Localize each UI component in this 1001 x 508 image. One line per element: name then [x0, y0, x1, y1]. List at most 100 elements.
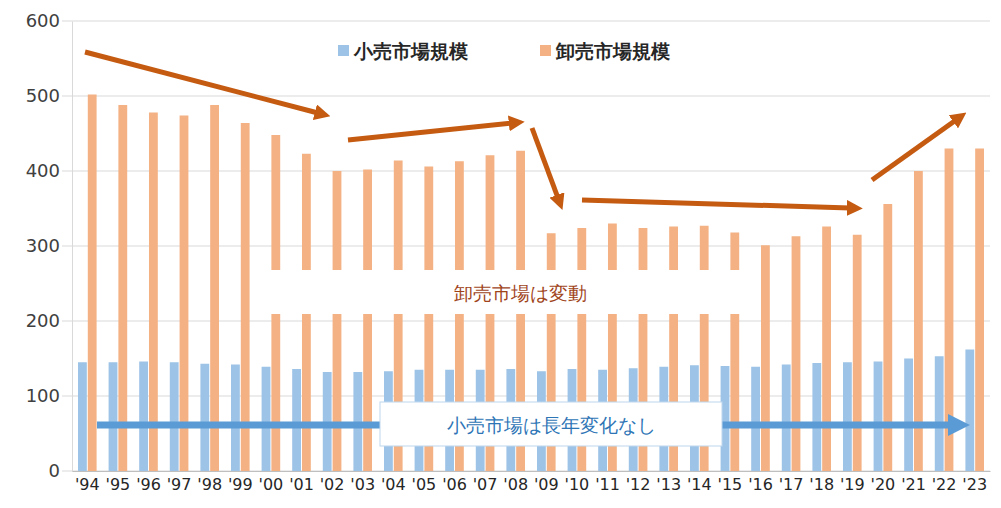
x-tick: '07 — [473, 475, 498, 494]
x-tick-label: '00 — [259, 475, 284, 494]
x-tick-label: '06 — [442, 475, 467, 494]
annotations: 卸売市場は変動小売市場は長年変化なし — [270, 270, 740, 446]
x-tick: '05 — [412, 475, 437, 494]
x-tick: '22 — [932, 475, 957, 494]
x-tick: '21 — [901, 475, 926, 494]
x-tick: '10 — [565, 475, 590, 494]
bar — [853, 235, 862, 471]
legend-label: 小売市場規模 — [353, 40, 468, 62]
x-tick: '19 — [840, 475, 865, 494]
y-tick-label: 400 — [26, 160, 60, 181]
annotation-box — [270, 270, 740, 314]
grid-line — [62, 321, 990, 322]
x-tick: '12 — [626, 475, 651, 494]
x-tick: '96 — [136, 475, 161, 494]
bar — [822, 227, 831, 472]
bar — [730, 233, 739, 472]
x-tick: '97 — [167, 475, 192, 494]
bar — [904, 359, 913, 472]
chart: 0 100 200 300 400 500 600 '94 '95 '96 '97 '98 '99 '00… — [0, 0, 1001, 508]
bar — [139, 362, 148, 472]
x-axis: '94 '95 '96 '97 '98 '99 '00 '01 '02 '03 '04 '05 '06 '… — [73, 472, 991, 495]
x-tick-label: '02 — [320, 475, 345, 494]
y-tick: 100 — [26, 385, 72, 406]
y-tick-label: 500 — [26, 85, 60, 106]
annotation-box — [380, 402, 722, 446]
x-tick-label: '08 — [503, 475, 528, 494]
x-tick: '13 — [656, 475, 681, 494]
x-tick-label: '13 — [656, 475, 681, 494]
bar — [965, 350, 974, 472]
y-tick-label: 0 — [49, 460, 60, 481]
legend-label: 卸売市場規模 — [555, 40, 670, 62]
bar — [180, 116, 189, 472]
x-tick-label: '94 — [75, 475, 100, 494]
legend-swatch — [338, 45, 349, 56]
y-tick-label: 100 — [26, 385, 60, 406]
x-tick: '17 — [779, 475, 804, 494]
x-tick: '16 — [748, 475, 773, 494]
bar — [231, 365, 240, 472]
bar — [200, 364, 209, 471]
grid-line — [62, 96, 990, 97]
bar — [241, 123, 250, 471]
grid-line — [62, 171, 990, 172]
x-tick-label: '12 — [626, 475, 651, 494]
bar — [792, 236, 801, 471]
x-tick-label: '05 — [412, 475, 437, 494]
x-tick-label: '03 — [350, 475, 375, 494]
x-tick-label: '21 — [901, 475, 926, 494]
x-tick: '09 — [534, 475, 559, 494]
bar — [782, 365, 791, 472]
x-tick-label: '01 — [289, 475, 314, 494]
y-axis-line — [72, 22, 73, 472]
bar — [812, 363, 821, 471]
y-tick-label: 300 — [26, 235, 60, 256]
bar — [843, 362, 852, 471]
x-tick-label: '20 — [871, 475, 896, 494]
x-tick-label: '18 — [809, 475, 834, 494]
bar — [751, 367, 760, 471]
grid-line — [62, 246, 990, 247]
x-tick-label: '98 — [197, 475, 222, 494]
x-tick: '03 — [350, 475, 375, 494]
x-tick: '04 — [381, 475, 406, 494]
legend: 小売市場規模 卸売市場規模 — [338, 40, 670, 62]
x-tick-label: '11 — [595, 475, 620, 494]
x-tick: '15 — [718, 475, 743, 494]
x-tick: '18 — [809, 475, 834, 494]
y-axis: 0 100 200 300 400 500 600 — [26, 10, 73, 481]
x-tick: '23 — [962, 475, 987, 494]
trend-arrows — [85, 52, 956, 425]
x-tick: '94 — [75, 475, 100, 494]
annotation: 小売市場は長年変化なし — [447, 414, 656, 436]
y-tick: 200 — [26, 310, 72, 331]
x-tick-label: '95 — [106, 475, 131, 494]
plot-area — [78, 95, 984, 472]
bar — [78, 362, 87, 471]
bar — [149, 113, 158, 472]
y-tick-label: 600 — [26, 10, 60, 31]
x-tick-label: '10 — [565, 475, 590, 494]
bar — [292, 369, 301, 471]
trend-arrow — [348, 123, 512, 140]
bar — [118, 105, 127, 471]
x-tick-label: '16 — [748, 475, 773, 494]
trend-arrow — [532, 128, 558, 198]
x-tick-label: '96 — [136, 475, 161, 494]
bar — [761, 245, 770, 471]
x-tick: '00 — [259, 475, 284, 494]
bar — [88, 95, 97, 472]
x-axis-line — [73, 471, 991, 472]
x-tick: '01 — [289, 475, 314, 494]
x-tick-label: '17 — [779, 475, 804, 494]
x-tick-label: '22 — [932, 475, 957, 494]
bar — [883, 204, 892, 471]
x-tick: '08 — [503, 475, 528, 494]
grid — [62, 21, 990, 471]
legend-swatch — [540, 45, 551, 56]
x-tick-label: '04 — [381, 475, 406, 494]
x-tick-label: '99 — [228, 475, 253, 494]
x-tick: '06 — [442, 475, 467, 494]
x-tick-label: '15 — [718, 475, 743, 494]
